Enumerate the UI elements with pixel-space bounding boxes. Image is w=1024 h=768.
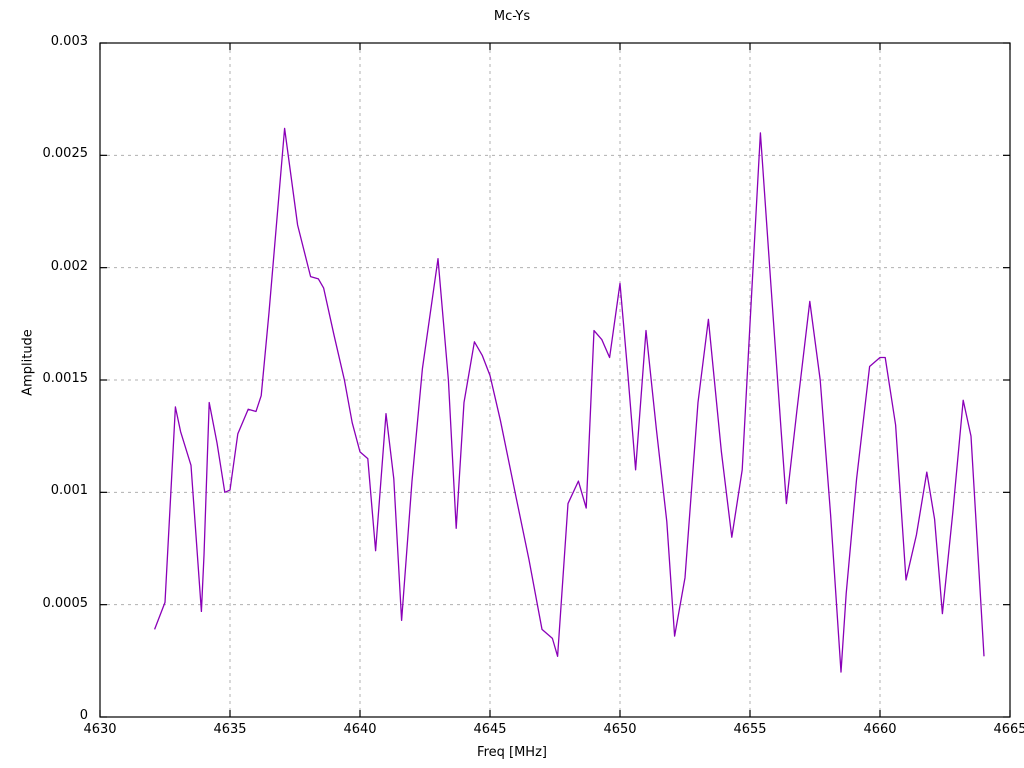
x-tick-label: 4645 (473, 722, 507, 737)
gridlines (100, 43, 1010, 717)
x-tick-label: 4635 (213, 722, 247, 737)
x-tick-label: 4655 (733, 722, 767, 737)
series-line-0 (153, 127, 985, 673)
x-tick-label: 4665 (993, 722, 1024, 737)
y-axis-label: Amplitude (20, 329, 36, 396)
data-series (153, 127, 985, 673)
y-tick-label: 0.0025 (42, 146, 89, 162)
y-tick-label: 0.0015 (42, 371, 89, 386)
page-title: Mc-Ys (493, 9, 531, 24)
y-tick-label: 0 (79, 708, 88, 723)
y-tick-label: 0.003 (50, 34, 88, 49)
x-axis-label: Freq [MHz] (477, 745, 547, 760)
x-tick-label: 4650 (603, 722, 637, 737)
y-tick-label: 0.001 (50, 483, 88, 499)
y-tick-label: 0.0005 (42, 595, 89, 611)
y-tick-label: 0.002 (50, 258, 88, 274)
plot-border (99, 42, 1011, 718)
x-tick-label: 4640 (343, 722, 377, 737)
x-tick-label: 4630 (83, 722, 117, 737)
x-tick-label: 4660 (863, 722, 897, 737)
